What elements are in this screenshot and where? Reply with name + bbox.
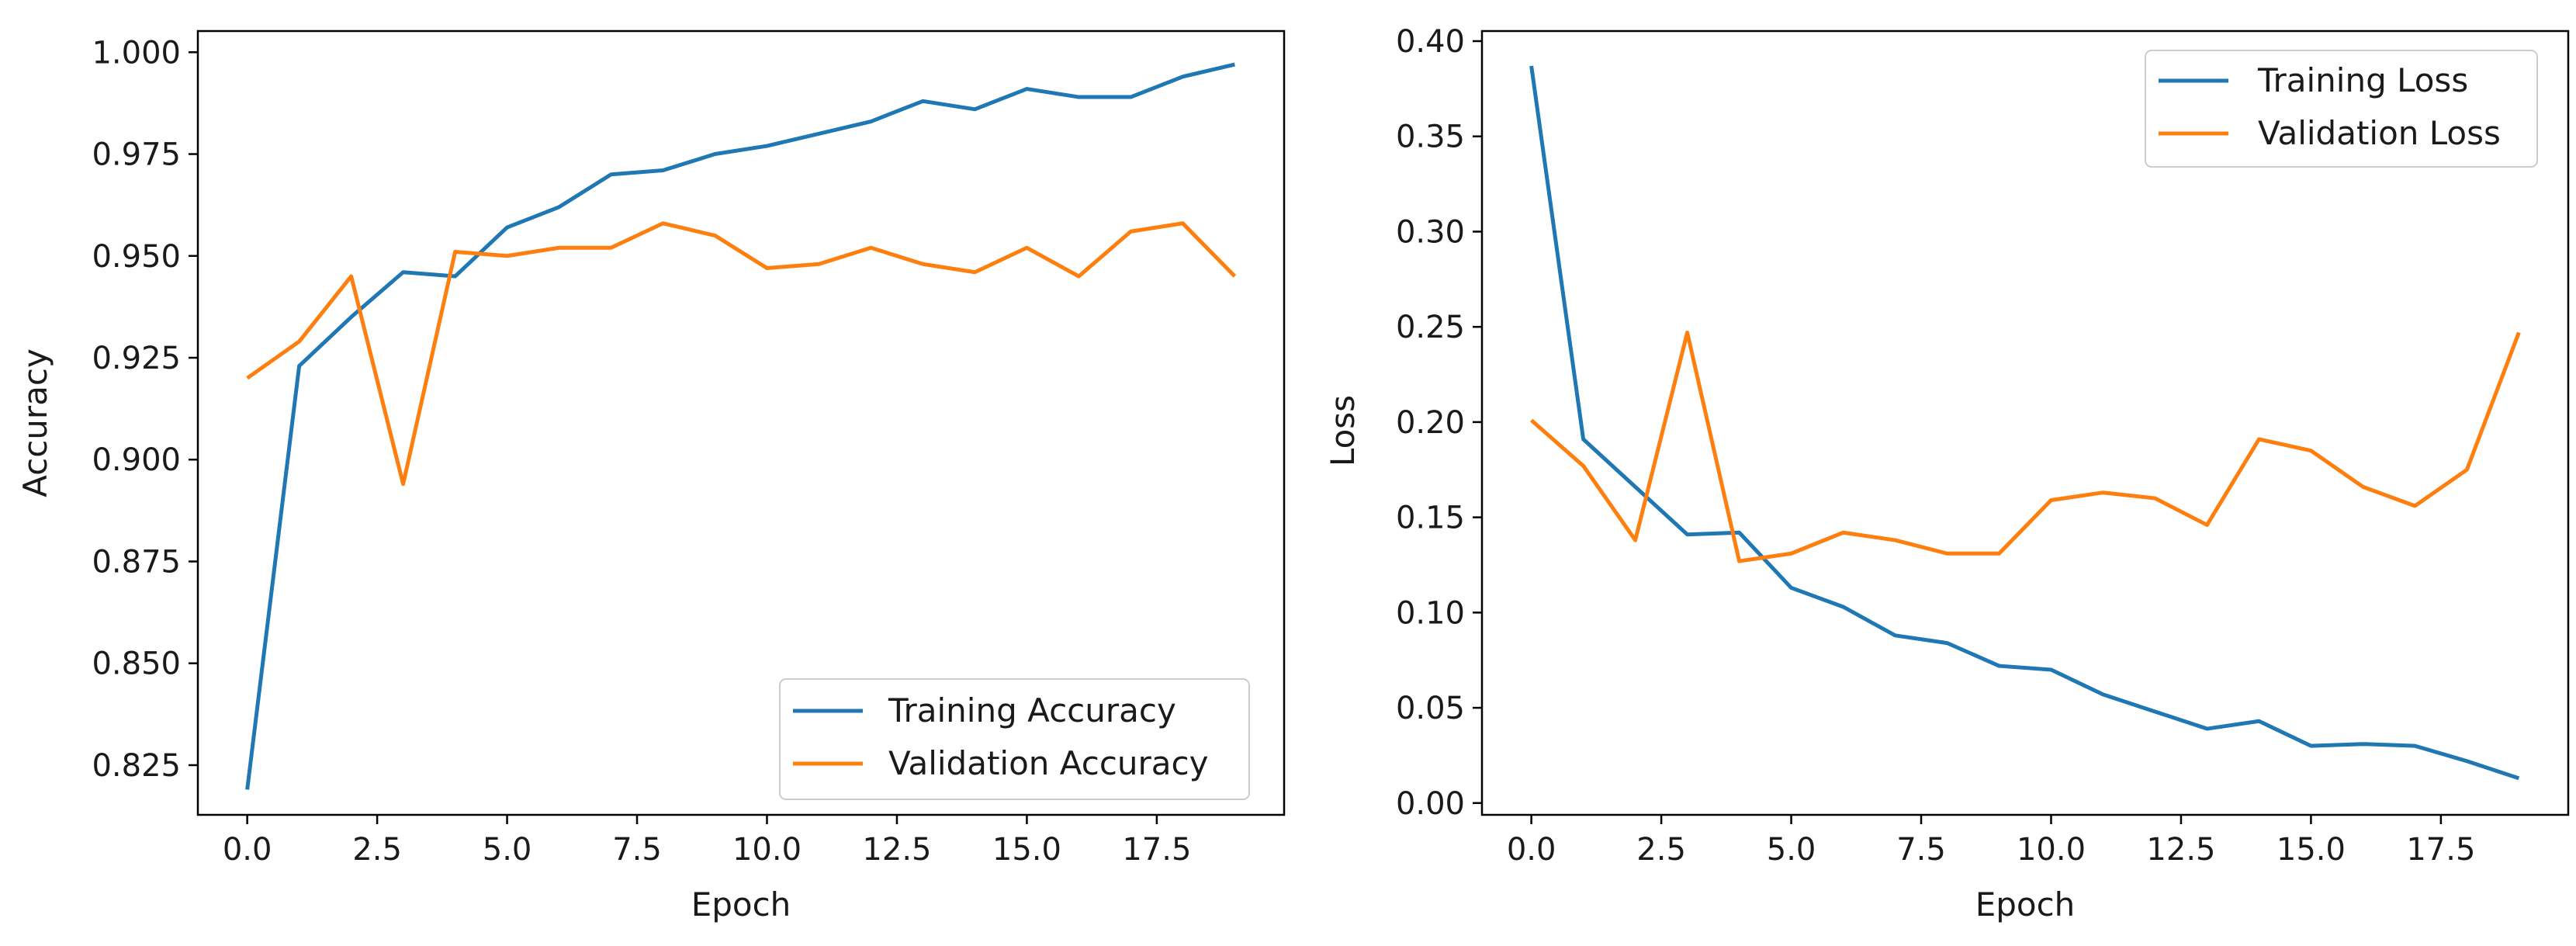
series-line-training-accuracy [245, 62, 1235, 790]
accuracy-series-layer [245, 62, 1237, 790]
accuracy-y-tick-label: 0.900 [92, 442, 181, 478]
accuracy-plot-frame [196, 29, 1286, 816]
accuracy-ticks: 0.0 2.5 5.0 7.5 10.0 12.5 15.0 17.5 0.825 0.850 0.… [92, 35, 1191, 868]
accuracy-legend-box [779, 678, 1250, 800]
accuracy-y-tick-label: 0.875 [92, 544, 181, 580]
loss-x-tick-label: 7.5 [1896, 832, 1946, 868]
loss-x-axis-label: Epoch [1975, 885, 2076, 923]
loss-legend-box [2145, 50, 2538, 168]
accuracy-y-tick-label: 0.850 [92, 646, 181, 682]
accuracy-x-tick-label: 5.0 [483, 832, 532, 868]
loss-y-tick-label: 0.40 [1396, 24, 1465, 60]
legend-label-training-loss: Training Loss [2257, 61, 2468, 99]
series-line-validation-loss [1529, 331, 2521, 563]
accuracy-legend: Training Accuracy Validation Accuracy [779, 678, 1250, 800]
accuracy-y-tick-label: 0.975 [92, 137, 181, 173]
accuracy-y-tick-label: 0.825 [92, 748, 181, 784]
loss-y-tick-label: 0.05 [1396, 691, 1465, 726]
loss-x-tick-label: 10.0 [2017, 832, 2086, 868]
accuracy-x-tick-label: 15.0 [992, 832, 1061, 868]
accuracy-x-tick-label: 0.0 [223, 832, 272, 868]
accuracy-chart: 0.0 2.5 5.0 7.5 10.0 12.5 15.0 17.5 0.825 0.850 0.… [16, 29, 1286, 923]
loss-x-tick-label: 17.5 [2406, 832, 2475, 868]
loss-y-tick-label: 0.10 [1396, 595, 1465, 631]
accuracy-y-tick-label: 1.000 [92, 35, 181, 71]
loss-ticks: 0.0 2.5 5.0 7.5 10.0 12.5 15.0 17.5 0.00 0.05 0.10… [1396, 24, 2475, 868]
loss-x-tick-label: 12.5 [2146, 832, 2215, 868]
accuracy-x-tick-label: 10.0 [732, 832, 802, 868]
accuracy-x-axis-label: Epoch [691, 885, 791, 923]
accuracy-y-tick-label: 0.950 [92, 239, 181, 275]
loss-x-tick-label: 2.5 [1636, 832, 1686, 868]
loss-chart: 0.0 2.5 5.0 7.5 10.0 12.5 15.0 17.5 0.00 0.05 0.10… [1324, 24, 2570, 923]
accuracy-y-axis-label: Accuracy [16, 348, 54, 497]
accuracy-x-tick-label: 12.5 [862, 832, 931, 868]
loss-y-tick-label: 0.30 [1396, 214, 1465, 250]
accuracy-y-tick-label: 0.925 [92, 341, 181, 376]
legend-label-validation-loss: Validation Loss [2258, 114, 2501, 152]
series-line-validation-accuracy [246, 221, 1237, 487]
loss-series-layer [1529, 65, 2521, 781]
loss-x-tick-label: 15.0 [2277, 832, 2346, 868]
loss-legend: Training Loss Validation Loss [2145, 50, 2538, 168]
accuracy-x-tick-label: 2.5 [352, 832, 402, 868]
loss-x-tick-label: 5.0 [1767, 832, 1816, 868]
legend-label-validation-accuracy: Validation Accuracy [888, 744, 1209, 782]
loss-y-axis-label: Loss [1324, 395, 1362, 466]
series-line-training-loss [1529, 65, 2520, 781]
loss-y-tick-label: 0.25 [1396, 310, 1465, 345]
accuracy-x-tick-label: 17.5 [1122, 832, 1191, 868]
loss-x-tick-label: 0.0 [1507, 832, 1556, 868]
loss-y-tick-label: 0.35 [1396, 120, 1465, 155]
legend-label-training-accuracy: Training Accuracy [888, 691, 1176, 729]
loss-y-tick-label: 0.00 [1396, 786, 1465, 822]
loss-y-tick-label: 0.20 [1396, 405, 1465, 441]
loss-y-tick-label: 0.15 [1396, 501, 1465, 536]
accuracy-x-tick-label: 7.5 [612, 832, 662, 868]
